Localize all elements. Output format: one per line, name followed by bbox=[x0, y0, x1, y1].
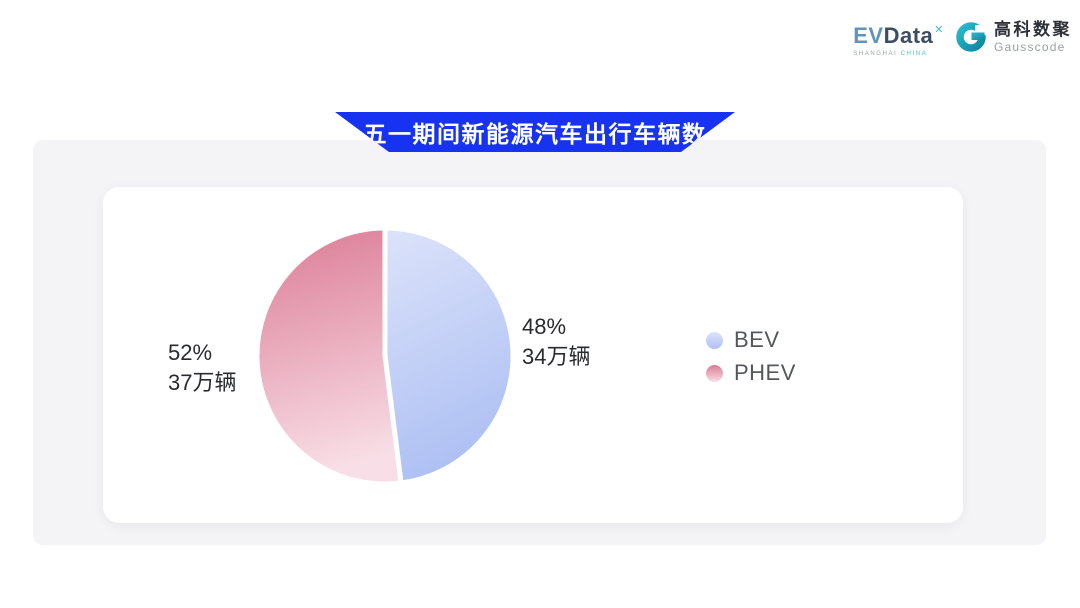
evdata-subtext-shanghai: SHANGHAI bbox=[853, 51, 898, 57]
evdata-x-mark-icon: ✕ bbox=[934, 24, 944, 36]
gausscode-logo: 高科数聚 Gausscode bbox=[956, 20, 1072, 54]
pie-slice-bev bbox=[382, 225, 516, 486]
bev-data-label: 48% 34万辆 bbox=[522, 312, 590, 372]
chart-title: 五一期间新能源汽车出行车辆数 bbox=[363, 121, 707, 147]
gausscode-text: 高科数聚 Gausscode bbox=[994, 20, 1072, 54]
gausscode-english-name: Gausscode bbox=[994, 40, 1066, 54]
pie-chart-svg bbox=[254, 225, 516, 487]
evdata-wordmark: EVData✕ bbox=[853, 24, 944, 48]
gausscode-g-icon bbox=[956, 22, 988, 52]
phev-legend-dot-icon bbox=[706, 364, 723, 382]
evdata-subtext: SHANGHAI CHINA bbox=[853, 51, 927, 57]
legend-item-phev: PHEV bbox=[706, 360, 796, 386]
chart-title-banner: 五一期间新能源汽车出行车辆数 bbox=[335, 112, 735, 152]
chart-legend: BEV PHEV bbox=[706, 327, 796, 386]
phev-data-label: 52% 37万辆 bbox=[168, 338, 236, 398]
bev-legend-label: BEV bbox=[734, 327, 780, 352]
gausscode-chinese-name: 高科数聚 bbox=[994, 20, 1072, 39]
evdata-logo: EVData✕ SHANGHAI CHINA bbox=[853, 20, 944, 58]
pie-chart bbox=[250, 221, 520, 491]
bev-value: 34万辆 bbox=[522, 344, 591, 369]
bev-percent: 48% bbox=[522, 314, 567, 339]
legend-item-bev: BEV bbox=[706, 327, 796, 353]
evdata-data-text: Data bbox=[883, 23, 934, 48]
header-logos: EVData✕ SHANGHAI CHINA 高科数聚 bbox=[853, 20, 1072, 57]
bev-legend-dot-icon bbox=[706, 331, 723, 349]
phev-percent: 52% bbox=[168, 340, 213, 365]
evdata-subtext-china: CHINA bbox=[900, 51, 928, 57]
pie-slice-phev bbox=[254, 225, 404, 487]
chart-section-card: 48% 34万辆 52% 37万辆 BEV PHEV bbox=[33, 140, 1046, 545]
phev-legend-label: PHEV bbox=[734, 360, 796, 385]
phev-value: 37万辆 bbox=[168, 370, 237, 395]
chart-card: 48% 34万辆 52% 37万辆 BEV PHEV bbox=[103, 187, 963, 523]
evdata-ev-text: EV bbox=[853, 23, 884, 48]
